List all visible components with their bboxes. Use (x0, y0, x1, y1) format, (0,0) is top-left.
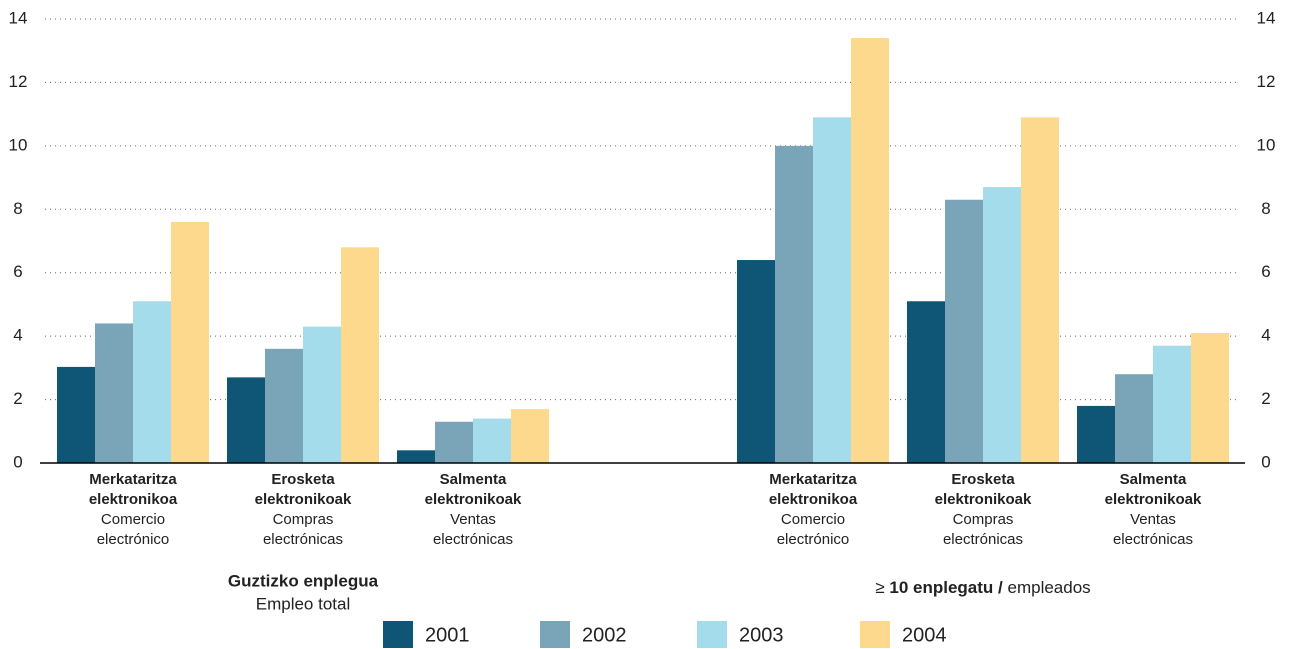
y-tick-label: 4 (13, 326, 22, 345)
category-sublabel: electrónicas (263, 531, 343, 548)
bar (813, 117, 851, 464)
y2-tick-label: 12 (1257, 72, 1276, 91)
y-tick-label: 8 (13, 199, 22, 218)
y-tick-label: 2 (13, 389, 22, 408)
legend-swatch (540, 621, 570, 648)
bar (57, 366, 95, 463)
category-label: elektronikoak (1105, 491, 1202, 508)
bar (473, 418, 511, 463)
bar (397, 450, 435, 463)
group-subtitle: Empleo total (256, 594, 351, 613)
bar (435, 421, 473, 463)
legend-label: 2004 (902, 624, 947, 646)
bar (1021, 117, 1059, 464)
category-label: elektronikoak (255, 491, 352, 508)
category-label: Merkataritza (89, 471, 177, 488)
bar (983, 187, 1021, 464)
group-title: ≥ 10 enplegatu / empleados (875, 578, 1090, 597)
legend-label: 2002 (582, 624, 627, 646)
y2-tick-label: 0 (1261, 452, 1270, 471)
group-prefix: ≥ (875, 578, 884, 597)
legend-swatch (860, 621, 890, 648)
y2-tick-label: 2 (1261, 389, 1270, 408)
bar (265, 348, 303, 463)
bar (1077, 405, 1115, 463)
group-title: Guztizko enplegua (228, 571, 379, 590)
bar (851, 38, 889, 464)
category-sublabel: Comercio (101, 511, 165, 528)
category-label: elektronikoa (89, 491, 178, 508)
bar (171, 221, 209, 463)
y2-tick-label: 10 (1257, 135, 1276, 154)
category-sublabel: Ventas (1130, 511, 1176, 528)
category-label: Erosketa (951, 471, 1015, 488)
category-label: Salmenta (1120, 471, 1187, 488)
y2-tick-label: 8 (1261, 199, 1270, 218)
bar (341, 247, 379, 463)
category-sublabel: electrónicas (943, 531, 1023, 548)
bar (511, 409, 549, 463)
category-sublabel: Ventas (450, 511, 496, 528)
category-sublabel: electrónicas (1113, 531, 1193, 548)
bar (945, 199, 983, 463)
category-label: elektronikoak (935, 491, 1032, 508)
category-label: Salmenta (440, 471, 507, 488)
category-label: Merkataritza (769, 471, 857, 488)
legend-label: 2003 (739, 624, 784, 646)
legend-label: 2001 (425, 624, 470, 646)
group-subtitle: empleados (1008, 578, 1091, 597)
bar (95, 323, 133, 463)
bar (227, 377, 265, 463)
y-tick-label: 6 (13, 262, 22, 281)
bar (737, 260, 775, 463)
y2-tick-label: 14 (1257, 8, 1276, 27)
y-tick-label: 14 (9, 8, 28, 27)
category-sublabel: electrónico (777, 531, 850, 548)
bar (133, 301, 171, 463)
y2-tick-label: 6 (1261, 262, 1270, 281)
category-sublabel: electrónicas (433, 531, 513, 548)
category-label: Erosketa (271, 471, 335, 488)
y2-tick-label: 4 (1261, 326, 1270, 345)
bar (775, 145, 813, 463)
bar (907, 301, 945, 463)
legend-swatch (383, 621, 413, 648)
y-tick-label: 0 (13, 452, 22, 471)
category-sublabel: electrónico (97, 531, 170, 548)
category-label: elektronikoa (769, 491, 858, 508)
category-sublabel: Compras (953, 511, 1014, 528)
bar (1153, 345, 1191, 463)
group-title-text: 10 enplegatu / (889, 578, 1003, 597)
bar (1191, 332, 1229, 463)
category-label: elektronikoak (425, 491, 522, 508)
legend-swatch (697, 621, 727, 648)
category-sublabel: Compras (273, 511, 334, 528)
y-tick-label: 12 (9, 72, 28, 91)
bar (1115, 374, 1153, 463)
category-sublabel: Comercio (781, 511, 845, 528)
y-tick-label: 10 (9, 135, 28, 154)
bar (303, 326, 341, 463)
